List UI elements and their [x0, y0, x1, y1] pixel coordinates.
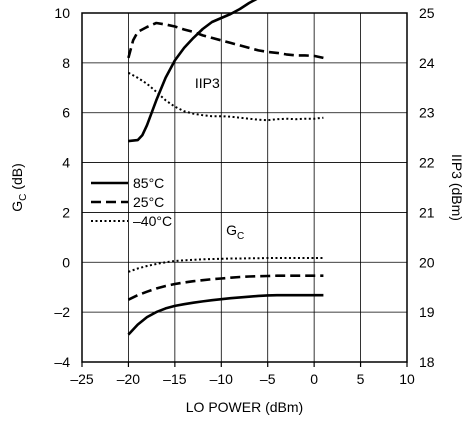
x-tick-label: 5 [357, 371, 365, 387]
series-line-gc-dashed [127, 274, 324, 301]
legend-label: 85°C [133, 175, 164, 191]
y-axis-left-title-sub: C [18, 194, 29, 201]
y-left-tick-label: 10 [54, 5, 70, 21]
y-right-tick-label: 24 [419, 55, 435, 71]
y-left-tick-label: 2 [62, 204, 70, 220]
series-line-gc-dotted [128, 257, 324, 273]
y-right-tick-label: 23 [419, 105, 435, 121]
series-line-iip3-dashed [127, 21, 324, 60]
y-axis-left-title: GC (dB) [9, 163, 29, 211]
y-right-tick-label: 20 [419, 254, 435, 270]
y-right-tick-label: 25 [419, 5, 435, 21]
y-right-tick-label: 18 [419, 354, 435, 370]
x-tick-label: –15 [163, 371, 187, 387]
y-left-tick-label: 8 [62, 55, 70, 71]
y-left-tick-label: –2 [54, 304, 70, 320]
grid [82, 13, 407, 362]
tick-labels: –25 –20 –15 –10 –5 0 5 10–4–2024681018192021222… [54, 5, 434, 387]
x-tick-label: 0 [310, 371, 318, 387]
y-left-tick-label: 0 [62, 254, 70, 270]
plot-frame [81, 12, 408, 363]
y-axis-left-title-main: G [9, 201, 25, 212]
legend: 85°C 25°C –40°C [91, 175, 172, 229]
annotation-label: IIP3 [195, 75, 220, 91]
y-left-tick-label: –4 [54, 354, 70, 370]
x-tick-label: –20 [117, 371, 141, 387]
series-line-iip3-solid [128, 0, 258, 143]
x-tick-label: –25 [70, 371, 94, 387]
x-tick-label: –5 [260, 371, 276, 387]
annotation-label: GC [226, 222, 244, 242]
y-axis-right-title: IIP3 (dBm) [449, 154, 465, 221]
y-right-tick-label: 22 [419, 155, 435, 171]
legend-label: –40°C [133, 213, 172, 229]
x-axis-title: LO POWER (dBm) [186, 399, 303, 415]
y-right-tick-label: 21 [419, 204, 435, 220]
y-left-tick-label: 6 [62, 105, 70, 121]
y-right-tick-label: 19 [419, 304, 435, 320]
series-line-iip3-dotted [127, 71, 324, 122]
y-axis-left-title-unit: (dB) [9, 163, 25, 193]
series-lines [127, 0, 324, 336]
y-left-tick-label: 4 [62, 155, 70, 171]
legend-label: 25°C [133, 194, 164, 210]
x-tick-label: –10 [210, 371, 234, 387]
annotations: IIP3 GC [195, 75, 244, 242]
series-line-gc-solid [127, 293, 324, 336]
x-tick-label: 10 [399, 371, 415, 387]
